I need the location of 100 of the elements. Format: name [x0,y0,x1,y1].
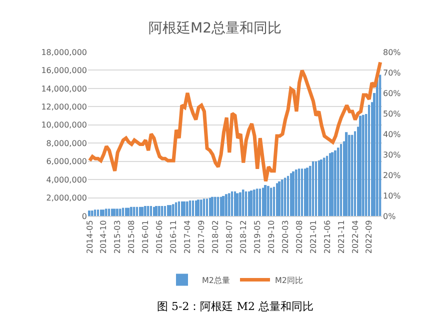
bar [169,205,172,216]
y-tick-label: 8,000,000 [46,138,87,148]
bar [147,206,150,216]
y2-tick-label: 10% [383,191,402,200]
bar [331,152,334,216]
bar [245,191,248,216]
x-tick-label: 2018-12 [238,220,248,254]
bar [164,206,166,216]
x-tick-label: 2021-11 [336,220,346,254]
bar [220,196,222,216]
bar [334,150,336,216]
bar [91,210,94,216]
bar [270,188,272,216]
x-tick-label: 2018-02 [211,220,220,254]
bar [278,181,281,216]
x-tick-label: 2015-08 [127,220,136,254]
bar [116,208,118,216]
bar [362,114,364,216]
bar [340,144,342,216]
bar [222,196,225,216]
x-tick-label: 2021-01 [308,220,318,254]
bar [273,186,275,216]
y-tick-label: 14,000,000 [41,84,87,94]
x-tick-label: 2016-11 [169,220,178,254]
bar [211,196,214,216]
bar [167,205,169,216]
bar [197,200,200,216]
bar [351,134,354,216]
bar [172,204,174,216]
x-tick-label: 2014-10 [99,220,108,254]
bar [183,201,186,216]
caption: 图 5-2：阿根廷 M2 总量和同比 [157,300,314,313]
y-tick-label: 4,000,000 [46,175,87,184]
x-tick-label: 2014-05 [85,220,94,254]
y2-tick-label: 0% [383,212,396,221]
bar [234,191,236,216]
bar [206,198,208,216]
x-tick-label: 2019-10 [266,220,276,254]
bar [228,193,230,216]
bar [250,190,253,216]
bar [189,200,192,216]
bar [175,202,178,216]
bar [217,196,220,216]
y2-tick-label: 30% [383,150,402,160]
bar [231,191,234,216]
bar [100,210,102,216]
bar [200,200,202,216]
chart-title: 阿根廷M2总量和同比 [148,20,282,37]
y2-tick-label: 60% [383,88,402,98]
bar [125,208,127,216]
bar [262,188,264,216]
line-series [88,60,382,183]
bar [337,148,340,216]
bar [345,132,348,216]
bar [295,170,298,216]
x-tick-label: 2022-04 [350,220,360,254]
bar [267,186,270,216]
bar [253,190,256,216]
x-tick-label: 2020-03 [280,220,290,254]
bar [203,198,206,216]
y-tick-label: 16,000,000 [41,66,87,76]
bar [119,208,122,216]
y2-tick-label: 80% [383,48,402,57]
bar [309,166,312,216]
bar [329,153,331,216]
bar [150,206,152,216]
bar [312,161,314,216]
bar [105,208,108,216]
bar [320,160,322,216]
bar [130,206,132,216]
bar [376,79,378,216]
bar [368,104,370,216]
legend-label: M2总量 [202,276,230,285]
bar [192,200,194,216]
bar [181,201,183,216]
x-tick-label: 2016-01 [141,220,150,254]
bar [153,206,155,216]
x-tick-label: 2018-07 [225,220,234,254]
bar [108,208,110,216]
bar [281,180,284,216]
x-tick-label: 2017-09 [197,220,206,254]
bar [88,210,91,216]
bar [290,173,292,216]
bar [292,171,295,216]
y-tick-label: 10,000,000 [41,120,87,130]
bar [158,206,160,216]
bar [264,185,267,216]
bar [186,201,188,216]
y-tick-label: 18,000,000 [41,48,87,57]
bar [304,168,306,216]
bar [298,168,300,216]
bar [301,168,303,216]
bar [315,161,317,216]
bar [225,194,228,216]
bar [136,206,138,216]
bar [323,158,326,216]
x-tick-label: 2021-06 [322,220,332,254]
bar [236,193,239,216]
x-tick-label: 2022-09 [364,220,374,254]
bar [259,188,261,216]
